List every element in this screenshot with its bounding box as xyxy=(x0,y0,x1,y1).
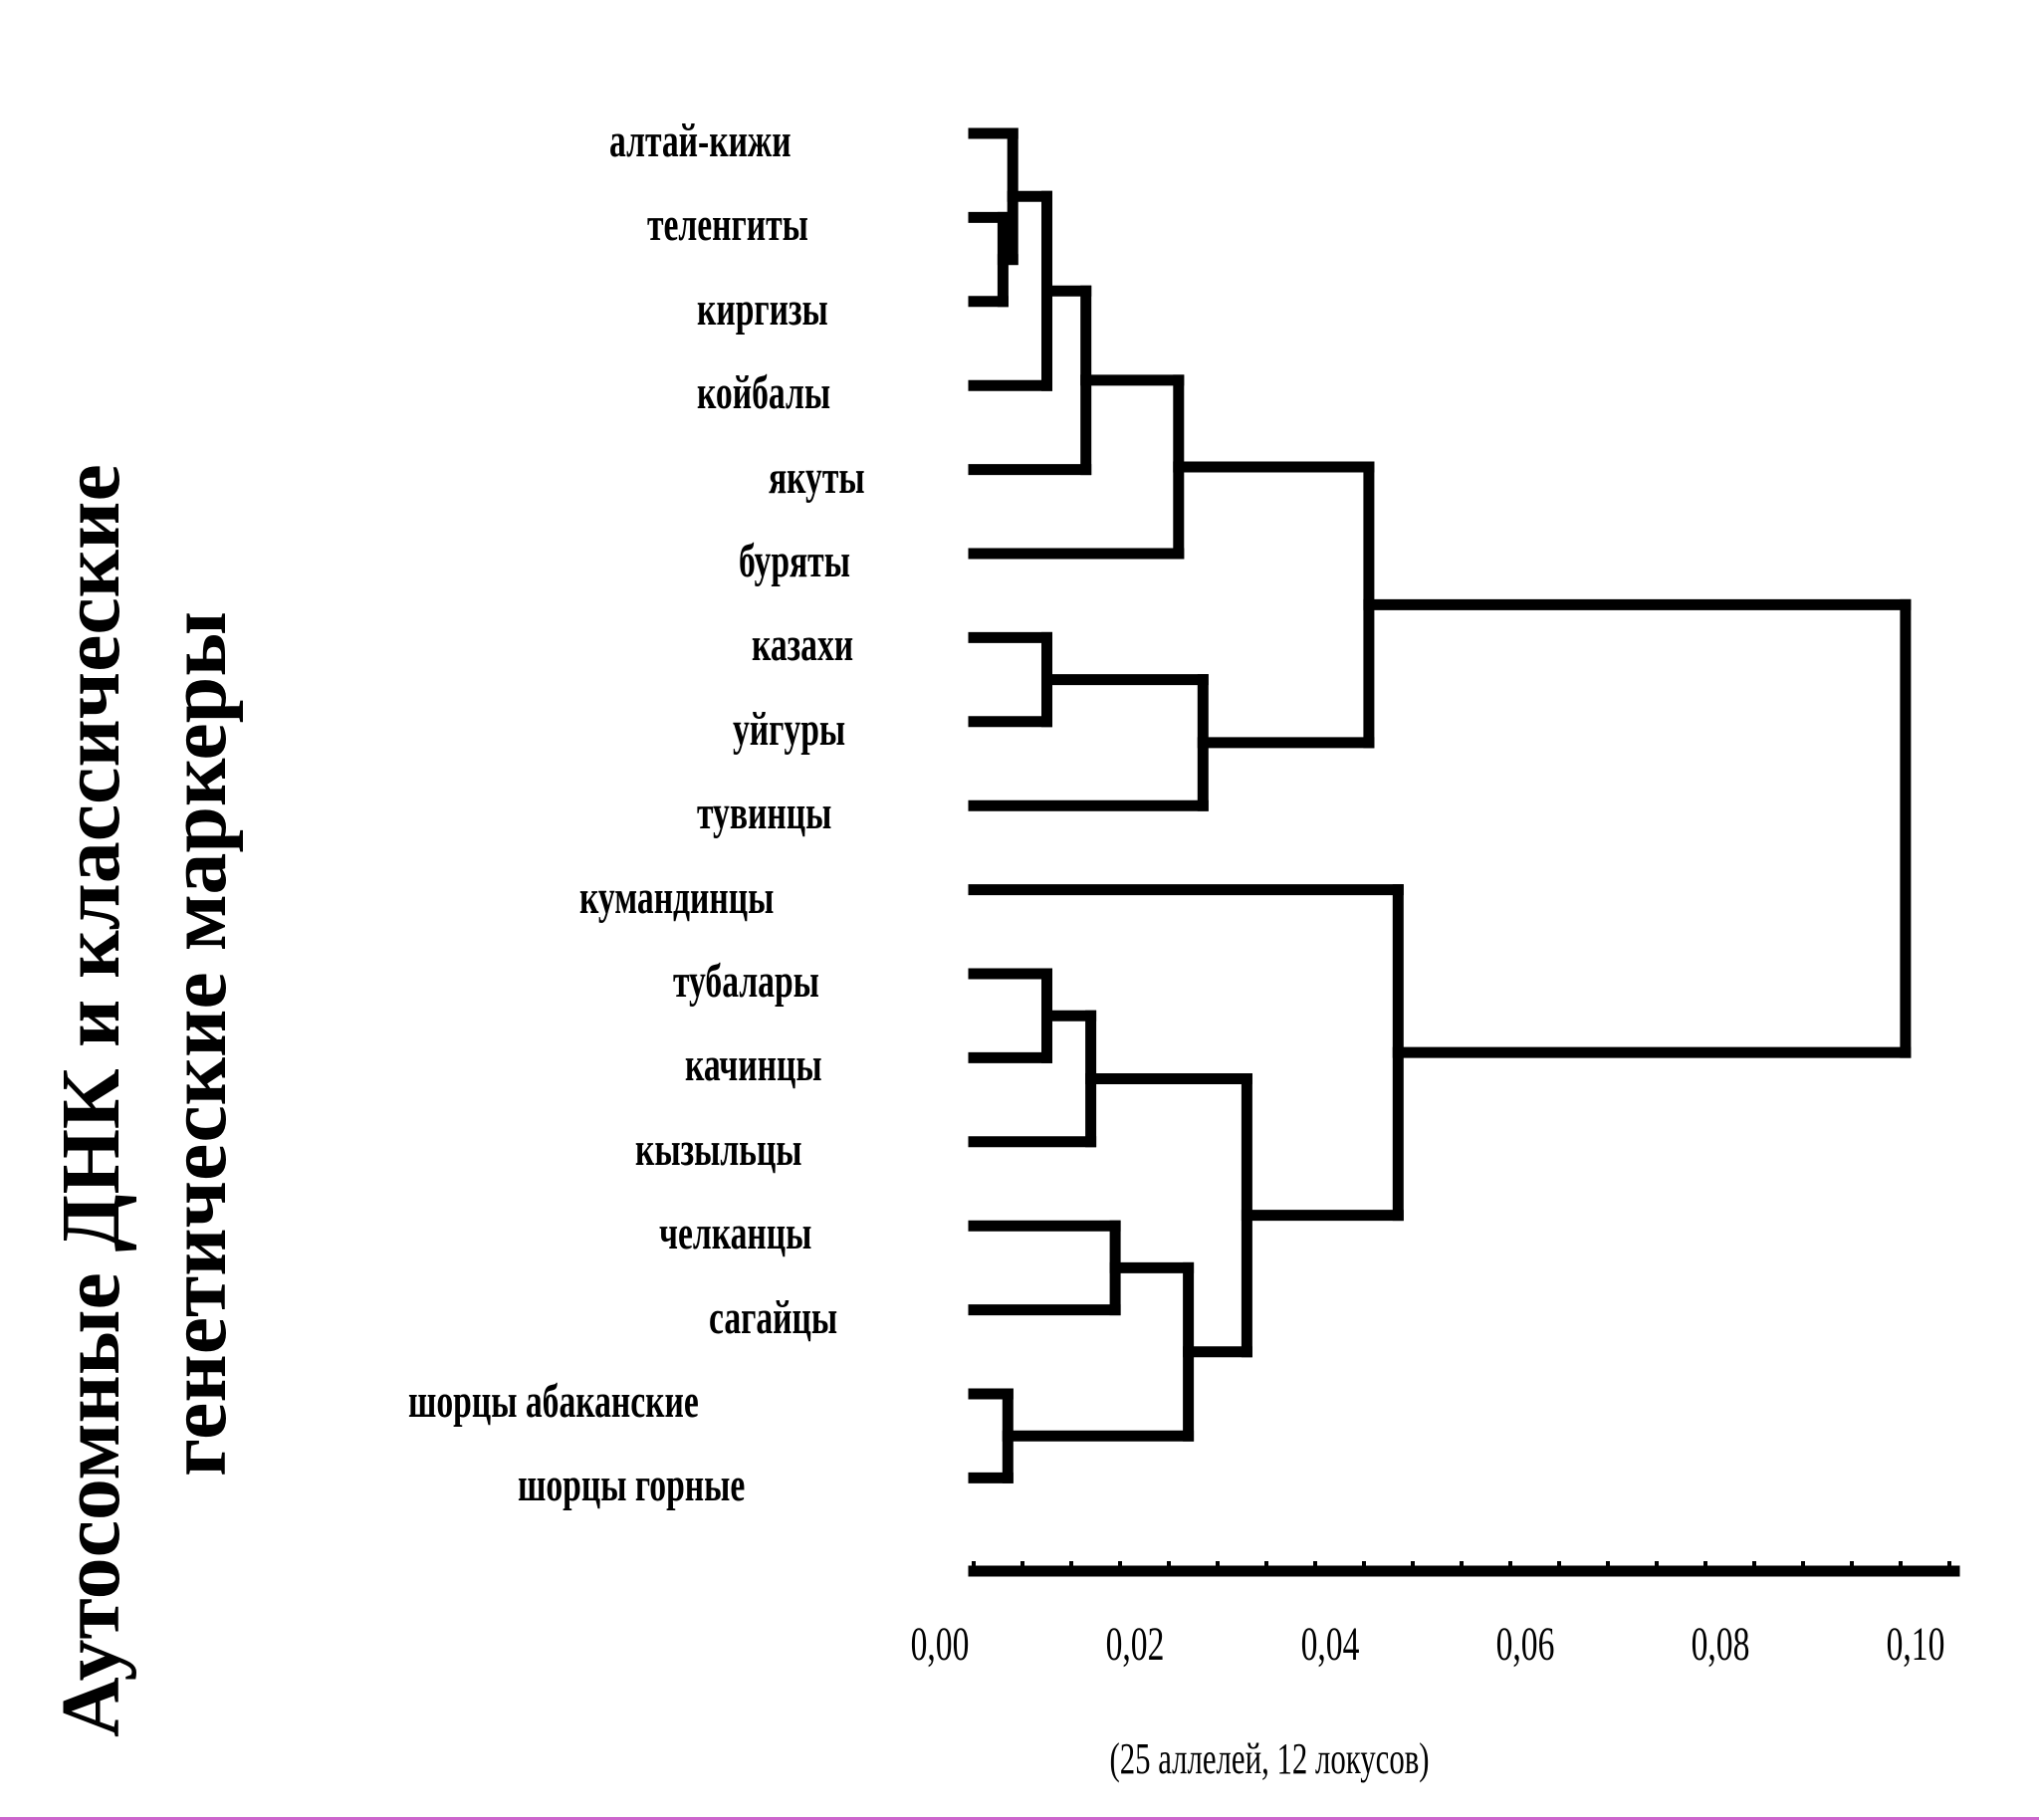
leaf-label-uigury: уйгуры xyxy=(733,702,846,756)
scale-tick-label: 0,04 xyxy=(1300,1618,1360,1671)
leaf-label-koibaly: койбалы xyxy=(697,366,831,420)
scale-tick-label: 0,06 xyxy=(1495,1618,1555,1671)
leaf-label-yakuty: якуты xyxy=(769,450,865,504)
leaf-label-shortsy-abakanskie: шорцы абаканские xyxy=(408,1375,699,1428)
scale-tick-label: 0,00 xyxy=(910,1618,970,1671)
leaf-label-kachintsy: качинцы xyxy=(685,1038,822,1092)
leaf-label-sagaitsy: сагайцы xyxy=(709,1290,838,1344)
leaf-label-kazakhi: казахи xyxy=(752,618,854,672)
leaf-label-kyzyltsy: кызыльцы xyxy=(635,1122,802,1176)
leaf-label-kirgizy: киргизы xyxy=(697,282,828,336)
scale-tick-label: 0,02 xyxy=(1105,1618,1165,1671)
leaf-label-shortsy-gornye: шорцы горные xyxy=(518,1459,746,1512)
leaf-label-buryaty: буряты xyxy=(739,535,850,587)
leaf-label-tuvintsy: тувинцы xyxy=(697,787,832,840)
scale-tick-label: 0,10 xyxy=(1886,1618,1945,1671)
leaf-label-tubalary: тубалары xyxy=(673,955,819,1008)
leaf-label-altai-kizhi: алтай-кижи xyxy=(609,114,792,167)
scale-tick-label: 0,08 xyxy=(1691,1618,1750,1671)
leaf-label-chelkantsy: челканцы xyxy=(659,1207,812,1260)
scale-note: (25 аллелей, 12 локусов) xyxy=(1109,1734,1430,1783)
leaf-label-kumandintsy: кумандинцы xyxy=(579,870,775,924)
leaf-label-telengity: теленгиты xyxy=(647,198,808,252)
bottom-border-line xyxy=(0,1817,2039,1820)
